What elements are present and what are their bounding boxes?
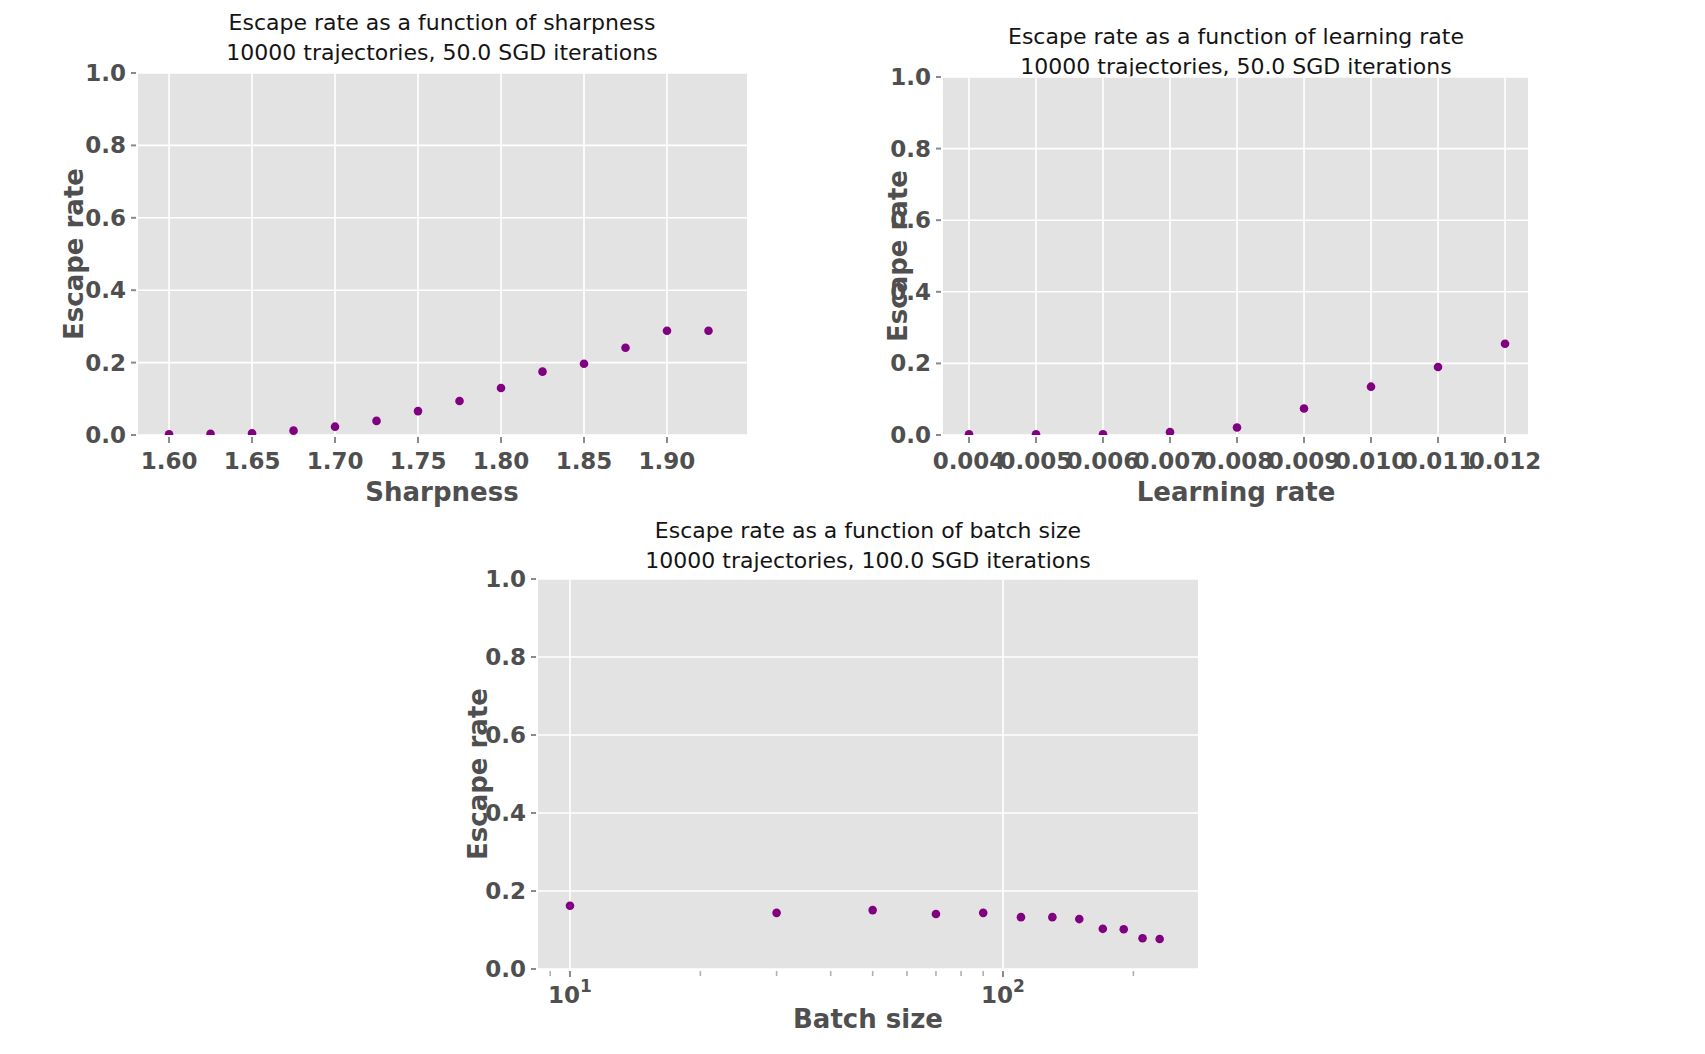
svg-text:0.8: 0.8 — [890, 136, 931, 162]
y-axis-label: Escape rate — [463, 688, 493, 860]
chart-title-block: Escape rate as a function of sharpness 1… — [226, 8, 657, 68]
svg-text:1.0: 1.0 — [85, 60, 126, 86]
svg-text:0.0: 0.0 — [485, 956, 526, 982]
svg-text:0.011: 0.011 — [1402, 448, 1475, 474]
svg-text:1.85: 1.85 — [556, 448, 613, 474]
svg-text:1.80: 1.80 — [473, 448, 530, 474]
y-axis-label: Escape rate — [883, 170, 913, 342]
svg-text:1.60: 1.60 — [141, 448, 198, 474]
chart-title-block: Escape rate as a function of batch size … — [645, 516, 1090, 576]
chart-subtitle: 10000 trajectories, 50.0 SGD iterations — [226, 38, 657, 68]
svg-text:0.8: 0.8 — [85, 132, 126, 158]
svg-text:0.2: 0.2 — [85, 350, 126, 376]
x-axis-label: Sharpness — [365, 477, 518, 507]
svg-text:1.0: 1.0 — [485, 566, 526, 592]
sharpness-plot-area: 0.00.20.40.60.81.01.601.651.701.751.801.… — [138, 73, 747, 435]
svg-text:0.8: 0.8 — [485, 644, 526, 670]
svg-text:0.004: 0.004 — [933, 448, 1006, 474]
x-axis-label: Batch size — [793, 1004, 943, 1034]
svg-text:0.006: 0.006 — [1067, 448, 1140, 474]
chart-title: Escape rate as a function of sharpness — [226, 8, 657, 38]
svg-text:0.008: 0.008 — [1201, 448, 1274, 474]
svg-text:1.90: 1.90 — [639, 448, 696, 474]
batch-size-plot-area: 0.00.20.40.60.81.0101102 — [538, 579, 1198, 969]
figure-canvas: Escape rate as a function of sharpness 1… — [0, 0, 1705, 1054]
y-axis-label: Escape rate — [59, 168, 89, 340]
x-axis-label: Learning rate — [1137, 477, 1336, 507]
svg-text:0.012: 0.012 — [1469, 448, 1542, 474]
svg-text:0.4: 0.4 — [85, 277, 126, 303]
svg-text:0.007: 0.007 — [1134, 448, 1207, 474]
svg-text:1.0: 1.0 — [890, 64, 931, 90]
chart-title: Escape rate as a function of learning ra… — [1008, 22, 1464, 52]
svg-text:1.70: 1.70 — [307, 448, 364, 474]
svg-text:0.009: 0.009 — [1268, 448, 1341, 474]
svg-text:0.005: 0.005 — [1000, 448, 1073, 474]
svg-text:0.2: 0.2 — [485, 878, 526, 904]
svg-text:102: 102 — [981, 976, 1025, 1008]
svg-text:0.0: 0.0 — [85, 422, 126, 448]
svg-text:0.0: 0.0 — [890, 422, 931, 448]
chart-subtitle: 10000 trajectories, 100.0 SGD iterations — [645, 546, 1090, 576]
svg-text:1.65: 1.65 — [224, 448, 281, 474]
chart-title: Escape rate as a function of batch size — [645, 516, 1090, 546]
svg-text:101: 101 — [548, 976, 592, 1008]
svg-text:0.2: 0.2 — [890, 350, 931, 376]
svg-text:0.6: 0.6 — [85, 205, 126, 231]
svg-text:1.75: 1.75 — [390, 448, 447, 474]
learning-rate-plot-area: 0.00.20.40.60.81.00.0040.0050.0060.0070.… — [943, 77, 1528, 435]
chart-title-block: Escape rate as a function of learning ra… — [1008, 22, 1464, 82]
svg-text:0.010: 0.010 — [1335, 448, 1408, 474]
